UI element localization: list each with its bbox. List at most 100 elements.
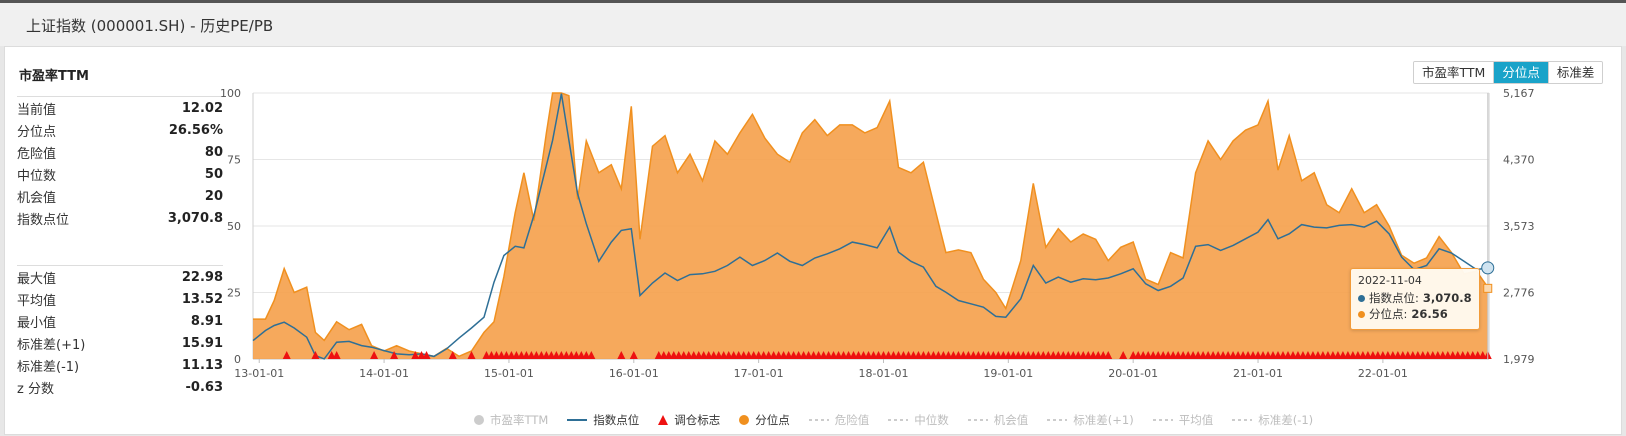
stat-label: 指数点位	[17, 212, 70, 228]
left-axis-tick-label: 0	[234, 353, 241, 366]
left-axis-tick-label: 75	[227, 154, 241, 167]
x-axis-tick-label: 19-01-01	[983, 367, 1033, 380]
signal-marker	[332, 351, 341, 359]
stat-label: 标准差(+1)	[17, 337, 86, 353]
tooltip-index-label: 指数点位:	[1369, 291, 1419, 305]
legend-label: 标准差(-1)	[1258, 413, 1314, 427]
legend-label: 中位数	[914, 413, 949, 427]
stat-label: 最小值	[17, 315, 57, 331]
legend-item[interactable]: 指数点位	[566, 412, 639, 428]
legend-label: 危险值	[834, 413, 870, 427]
chart-tooltip: 2022-11-04 指数点位: 3,070.8 分位点: 26.56	[1350, 268, 1480, 330]
legend-item[interactable]: 标准差(+1)	[1046, 412, 1134, 428]
stats-title: 市盈率TTM	[19, 69, 89, 84]
stat-label: 最大值	[17, 271, 57, 287]
stat-value: 13.52	[181, 291, 223, 307]
stat-row: 最小值 8.91	[17, 310, 223, 332]
chart-panel: 市盈率TTM 当前值 12.02 分位点 26.56% 危险值 80 中位数 50 机会…	[4, 46, 1622, 435]
legend-marker-icon	[808, 419, 829, 421]
tab-percentile[interactable]: 分位点	[1494, 62, 1549, 83]
tab-pe-ttm[interactable]: 市盈率TTM	[1414, 62, 1495, 83]
legend-marker-icon	[888, 419, 909, 421]
legend-marker-icon	[967, 419, 988, 421]
stat-label: z 分数	[17, 381, 54, 397]
stat-value: 3,070.8	[167, 210, 223, 226]
x-axis-tick-label: 16-01-01	[609, 367, 659, 380]
percentile-area	[253, 93, 1488, 359]
left-axis-tick-label: 100	[220, 87, 241, 100]
stat-value: 22.98	[181, 269, 223, 285]
title-bar: 上证指数 (000001.SH) - 历史PE/PB	[0, 0, 1626, 46]
legend-item[interactable]: 调仓标志	[657, 412, 720, 428]
stat-row: 指数点位 3,070.8	[17, 207, 223, 229]
legend-label: 指数点位	[593, 413, 640, 427]
legend-item[interactable]: 危险值	[808, 412, 870, 428]
hover-index-point	[1481, 261, 1495, 275]
stat-label: 中位数	[17, 168, 57, 184]
right-axis-tick-label: 4,370	[1503, 154, 1535, 167]
stat-value: 50	[204, 166, 223, 182]
stat-row: 最大值 22.98	[17, 266, 223, 288]
signal-marker	[629, 351, 638, 359]
legend-marker-icon	[658, 415, 669, 425]
legend-marker-icon	[1047, 419, 1068, 421]
tooltip-pct-dot	[1358, 310, 1365, 318]
x-axis-tick-label: 17-01-01	[734, 367, 784, 380]
signal-marker	[422, 351, 431, 359]
stats-secondary: 最大值 22.98 平均值 13.52 最小值 8.91 标准差(+1) 15.91 标…	[17, 265, 223, 398]
stat-row: 标准差(+1) 15.91	[17, 332, 223, 354]
right-axis-tick-label: 2,776	[1503, 287, 1535, 300]
legend-item[interactable]: 机会值	[967, 412, 1029, 428]
stat-value: 20	[204, 188, 223, 204]
signal-marker	[467, 351, 476, 359]
signal-marker	[617, 351, 626, 359]
signal-marker	[1119, 351, 1128, 359]
legend-marker-icon	[1152, 419, 1173, 421]
legend-item[interactable]: 中位数	[887, 412, 949, 428]
legend-marker-icon	[1232, 419, 1253, 421]
legend-item[interactable]: 平均值	[1152, 412, 1213, 428]
signal-marker	[311, 351, 320, 359]
stat-value: 12.02	[181, 100, 223, 116]
x-axis-tick-label: 18-01-01	[859, 367, 909, 380]
tooltip-pct-row: 分位点: 26.56	[1358, 306, 1472, 322]
legend-item[interactable]: 标准差(-1)	[1231, 412, 1313, 428]
tooltip-index-value: 3,070.8	[1422, 291, 1472, 305]
legend-marker-icon	[474, 415, 484, 425]
stat-row: 危险值 80	[17, 141, 223, 163]
signal-marker	[282, 351, 291, 359]
x-axis-tick-label: 21-01-01	[1233, 367, 1283, 380]
stat-row: 中位数 50	[17, 163, 223, 185]
signal-marker	[587, 351, 596, 359]
signal-marker	[370, 351, 379, 359]
stat-row: 当前值 12.02	[17, 97, 223, 119]
legend-item[interactable]: 分位点	[738, 412, 790, 428]
legend-item[interactable]: 市盈率TTM	[473, 412, 548, 428]
tab-std-dev[interactable]: 标准差	[1548, 62, 1603, 83]
x-axis-tick-label: 20-01-01	[1108, 367, 1158, 380]
index-line	[252, 93, 1488, 360]
tooltip-index-row: 指数点位: 3,070.8	[1358, 290, 1472, 306]
window-title: 上证指数 (000001.SH) - 历史PE/PB	[26, 17, 274, 35]
right-axis-tick-label: 3,573	[1503, 220, 1535, 233]
stat-label: 平均值	[17, 293, 57, 309]
legend-label: 调仓标志	[674, 413, 721, 427]
x-axis-tick-label: 22-01-01	[1358, 367, 1408, 380]
metric-tabs: 市盈率TTM 分位点 标准差	[1413, 61, 1604, 84]
chart-svg: 0 25 50 75 100 1,979 2,776 3,573 4,370 5,167 13-01…	[220, 87, 1535, 380]
stat-label: 当前值	[17, 102, 57, 118]
legend-label: 机会值	[993, 413, 1029, 427]
left-axis-tick-label: 50	[227, 220, 241, 233]
stat-row: 标准差(-1) 11.13	[17, 354, 223, 376]
tooltip-date: 2022-11-04	[1358, 274, 1422, 287]
stat-value: 8.91	[190, 313, 223, 329]
stat-row: 机会值 20	[17, 185, 223, 207]
tooltip-pct-value: 26.56	[1411, 307, 1448, 321]
stat-label: 危险值	[17, 146, 57, 162]
stat-label: 分位点	[17, 124, 57, 140]
stat-row: z 分数 -0.63	[17, 376, 223, 398]
right-axis-tick-label: 5,167	[1503, 87, 1535, 100]
signal-marker	[411, 351, 420, 359]
right-axis-tick-label: 1,979	[1503, 353, 1535, 366]
legend-label: 标准差(+1)	[1073, 413, 1134, 427]
